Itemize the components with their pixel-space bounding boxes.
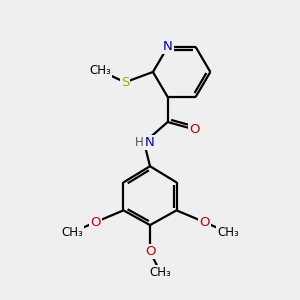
Text: H: H (134, 136, 143, 149)
Text: CH₃: CH₃ (89, 64, 111, 77)
Text: O: O (145, 245, 155, 258)
Text: O: O (189, 123, 200, 136)
Text: CH₃: CH₃ (149, 266, 171, 279)
Text: N: N (145, 136, 154, 149)
Text: O: O (90, 216, 101, 229)
Text: O: O (199, 216, 210, 229)
Text: S: S (121, 76, 129, 89)
Text: N: N (163, 40, 172, 53)
Text: CH₃: CH₃ (217, 226, 239, 239)
Text: CH₃: CH₃ (61, 226, 83, 239)
